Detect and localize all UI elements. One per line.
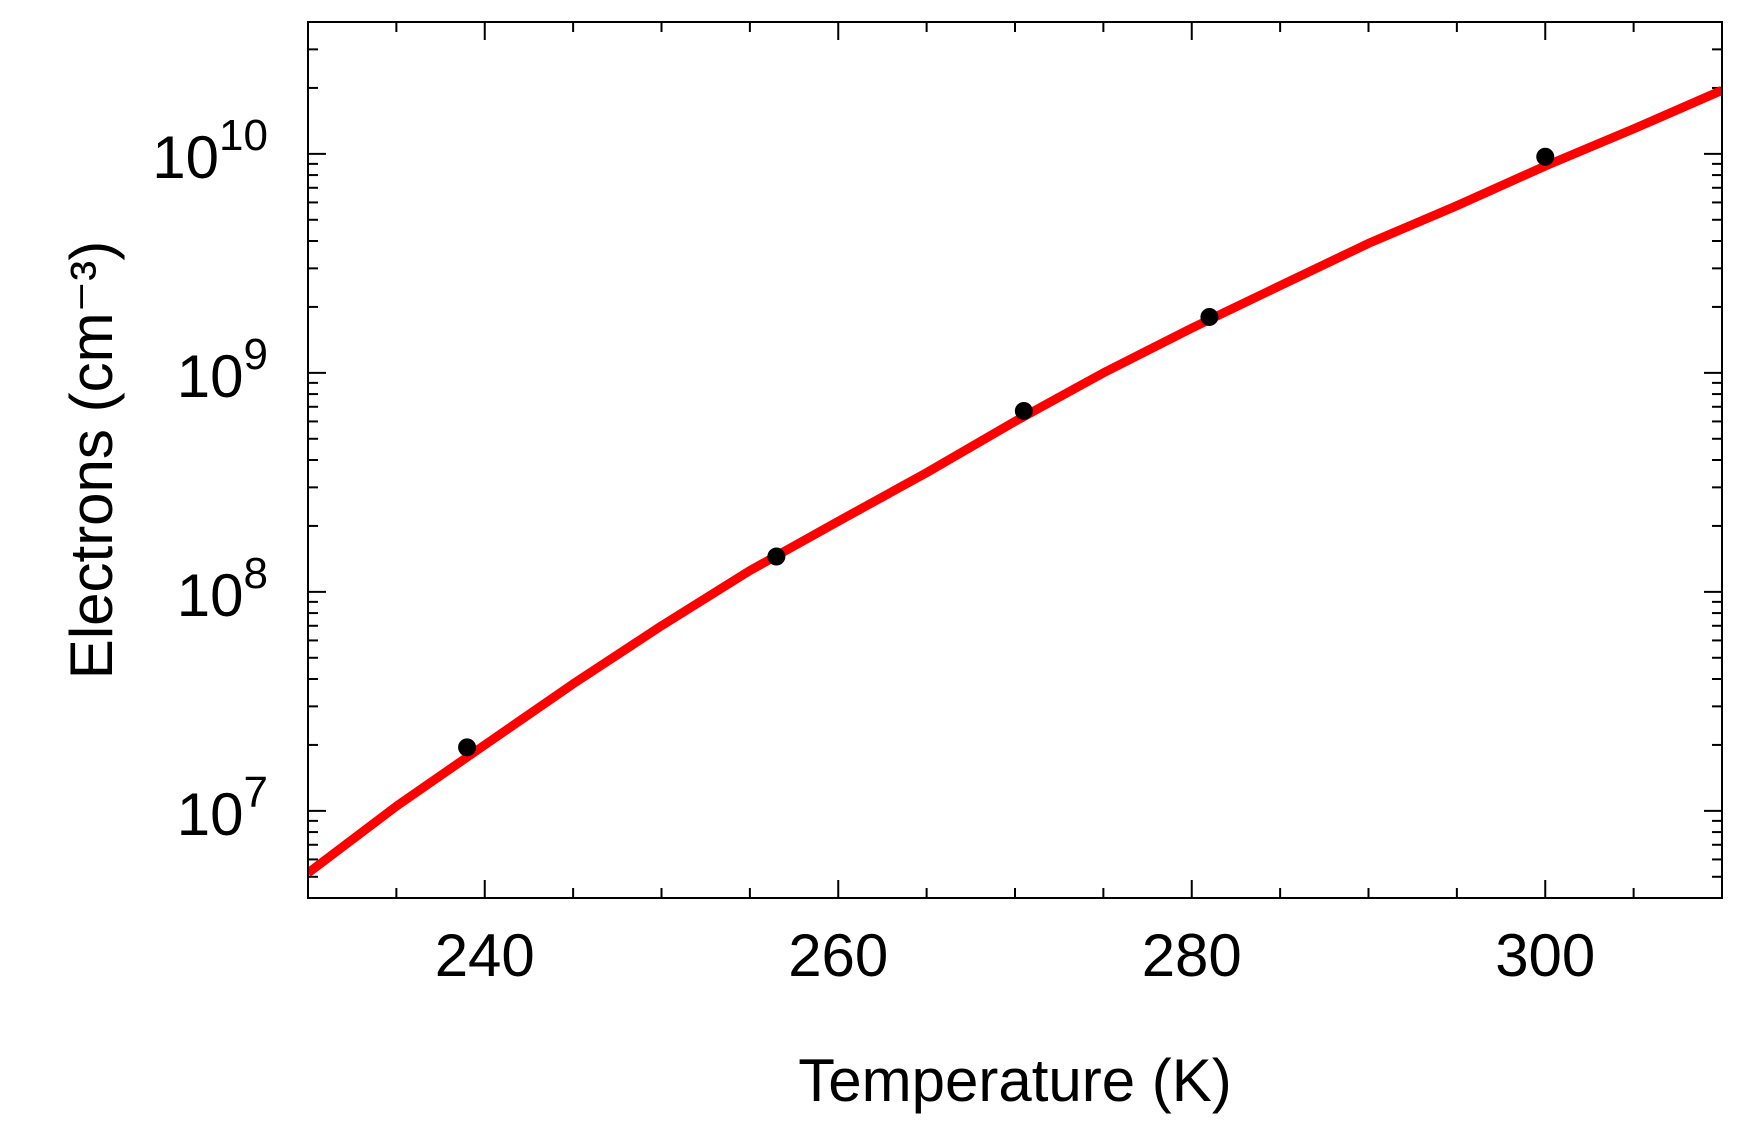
x-tick-labels: 240 260 280 300 xyxy=(435,922,1596,989)
data-point xyxy=(1536,147,1555,166)
x-tick-label: 240 xyxy=(435,922,535,989)
data-point xyxy=(458,738,477,757)
data-point xyxy=(1014,401,1033,420)
y-tick-labels: 107 108 109 1010 xyxy=(152,111,268,848)
series-layer xyxy=(308,86,1722,877)
data-point xyxy=(1200,307,1219,326)
y-tick-label: 1010 xyxy=(152,111,268,191)
x-axis-label: Temperature (K) xyxy=(798,1047,1231,1114)
major-ticks xyxy=(308,22,1722,898)
x-tick-label: 280 xyxy=(1142,922,1242,989)
data-point xyxy=(767,547,786,566)
x-tick-label: 260 xyxy=(788,922,888,989)
plot-frame xyxy=(307,21,1723,899)
minor-ticks xyxy=(307,21,1723,899)
y-tick-label: 108 xyxy=(177,549,268,629)
y-tick-label: 107 xyxy=(177,768,268,848)
fit-curve xyxy=(308,86,1722,877)
x-tick-label: 300 xyxy=(1495,922,1595,989)
y-axis-label: Electrons (cm⁻³) xyxy=(58,241,125,679)
y-tick-label: 109 xyxy=(177,330,268,410)
